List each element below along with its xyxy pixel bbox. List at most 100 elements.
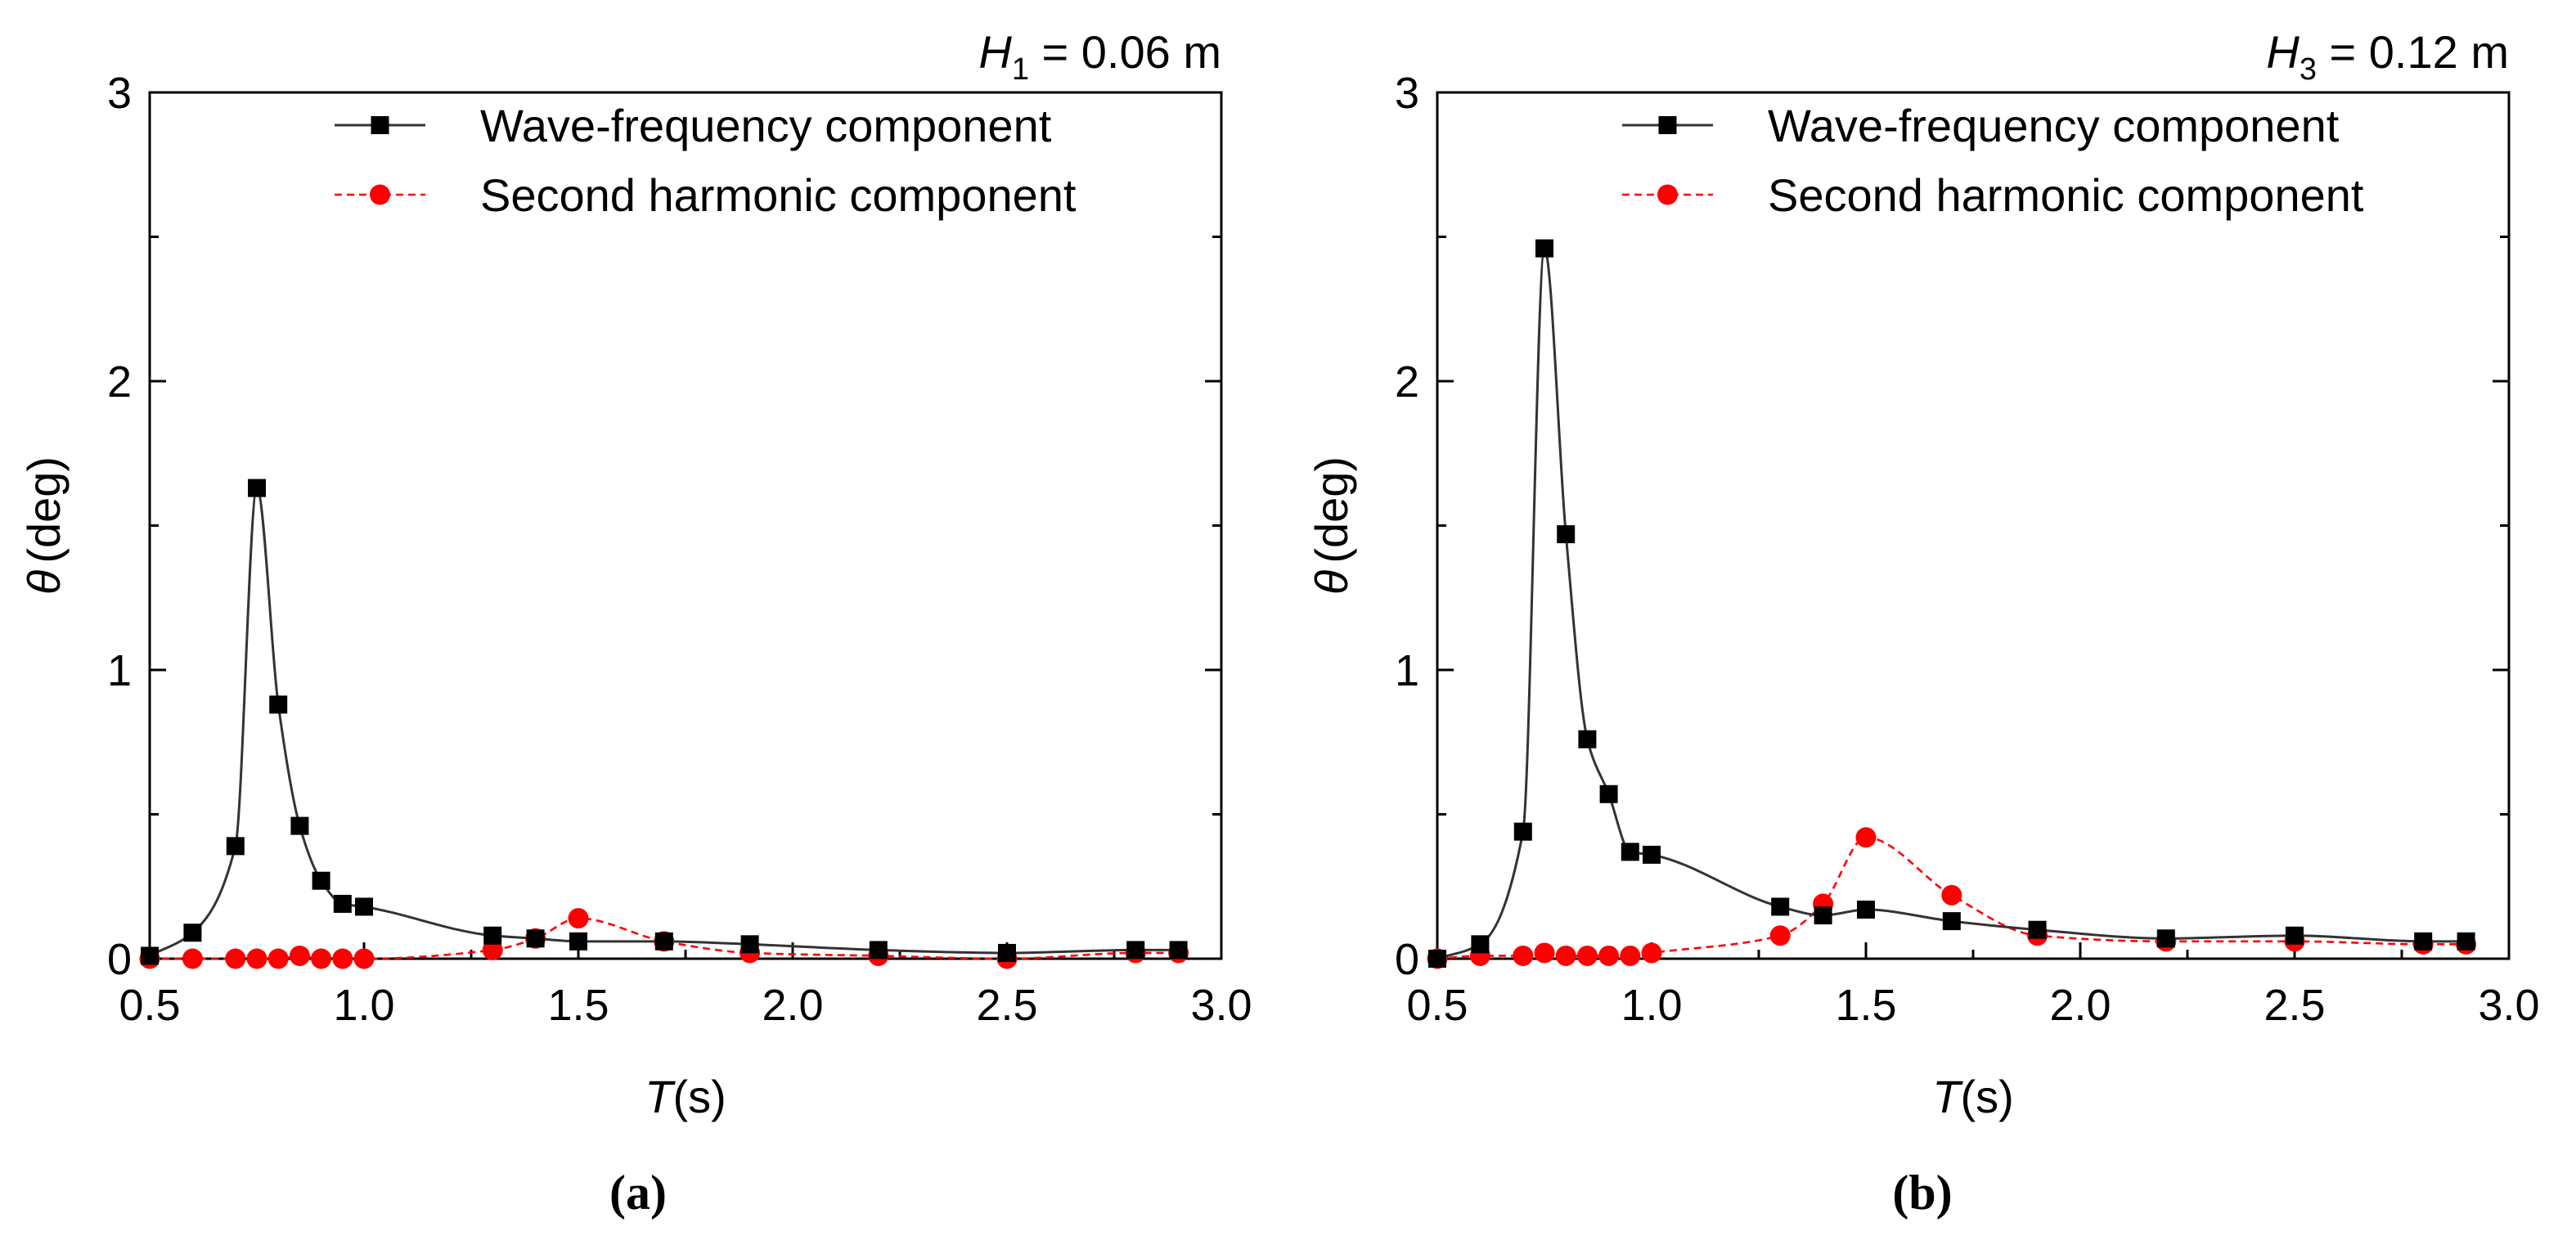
wave-frequency-marker — [1857, 900, 1875, 919]
legend-label: Second harmonic component — [480, 169, 1077, 221]
wave-height-annotation: H1 = 0.06 m — [978, 26, 1221, 87]
second-harmonic-marker — [1513, 945, 1534, 966]
wave-frequency-marker — [1428, 950, 1446, 968]
annotation-value: = 0.12 m — [2317, 26, 2509, 78]
legend-square-marker — [371, 116, 389, 134]
y-axis-label: θ (deg) — [18, 456, 70, 595]
y-tick-label: 1 — [107, 646, 132, 695]
wave-frequency-marker — [1169, 941, 1188, 960]
y-axis-label-unit: (deg) — [18, 456, 70, 564]
y-tick-label: 3 — [107, 69, 132, 118]
x-tick-label: 1.0 — [1621, 981, 1682, 1030]
annotation-subscript: 3 — [2300, 52, 2317, 87]
x-axis-label: T(s) — [645, 1071, 726, 1122]
second-harmonic-marker — [1555, 945, 1576, 966]
x-axis-label-var: T — [645, 1071, 676, 1122]
y-tick-label: 3 — [1395, 69, 1419, 118]
x-axis-label-var: T — [1932, 1071, 1963, 1122]
wave-frequency-marker — [483, 926, 502, 945]
wave-frequency-marker — [526, 929, 545, 948]
legend-item-wave-frequency: Wave-frequency component — [1622, 100, 2340, 151]
y-axis-label-var: θ — [18, 570, 70, 595]
x-tick-label: 2.5 — [2264, 981, 2325, 1030]
wave-frequency-marker — [290, 816, 309, 835]
second-harmonic-marker — [1769, 925, 1791, 946]
wave-frequency-marker — [654, 932, 673, 951]
second-harmonic-marker — [332, 948, 353, 969]
wave-frequency-marker — [1535, 239, 1553, 258]
y-axis-label-unit: (deg) — [1306, 456, 1357, 564]
legend-label: Wave-frequency component — [480, 100, 1052, 151]
x-axis-label: T(s) — [1932, 1071, 2014, 1122]
legend-label: Second harmonic component — [1768, 169, 2364, 221]
series-wave-frequency — [141, 479, 1188, 965]
annotation-subscript: 1 — [1012, 52, 1029, 87]
second-harmonic-marker — [267, 948, 289, 969]
y-axis-label: θ (deg) — [1306, 456, 1357, 595]
x-tick-label: 0.5 — [119, 981, 180, 1030]
panel-caption: (b) — [1892, 1166, 1952, 1220]
legend-square-marker — [1658, 116, 1677, 134]
x-tick-label: 3.0 — [2478, 981, 2539, 1030]
second-harmonic-marker — [568, 908, 589, 929]
second-harmonic-marker — [353, 948, 375, 969]
annotation-var: H — [2266, 26, 2300, 78]
wave-frequency-marker — [1621, 843, 1639, 861]
wave-height-annotation: H3 = 0.12 m — [2266, 26, 2509, 87]
y-tick-label: 0 — [107, 935, 132, 984]
second-harmonic-marker — [1620, 945, 1641, 966]
wave-frequency-marker — [2156, 929, 2175, 948]
legend-item-wave-frequency: Wave-frequency component — [335, 100, 1052, 151]
x-tick-label: 1.5 — [1835, 981, 1896, 1030]
second-harmonic-marker — [1941, 884, 1962, 906]
panel-caption: (a) — [609, 1166, 667, 1220]
wave-frequency-marker — [2286, 926, 2304, 945]
second-harmonic-marker — [289, 945, 310, 966]
second-harmonic-marker — [246, 948, 267, 969]
wave-frequency-line — [1436, 247, 2466, 960]
wave-frequency-marker — [226, 837, 245, 856]
wave-frequency-marker — [1126, 941, 1145, 960]
wave-frequency-marker — [2457, 932, 2475, 951]
wave-frequency-marker — [1557, 525, 1576, 544]
wave-frequency-marker — [740, 935, 759, 954]
wave-frequency-marker — [1599, 784, 1618, 803]
second-harmonic-marker — [311, 948, 332, 969]
plot-frame — [1436, 91, 2511, 960]
wave-frequency-marker — [333, 894, 352, 913]
wave-frequency-line — [149, 487, 1179, 957]
annotation-var: H — [978, 26, 1012, 78]
wave-frequency-marker — [1942, 912, 1961, 931]
x-axis-label-unit: (s) — [672, 1071, 726, 1122]
wave-frequency-marker — [1578, 730, 1597, 748]
x-tick-label: 0.5 — [1406, 981, 1468, 1030]
second-harmonic-marker — [1534, 942, 1555, 964]
legend-item-second-harmonic: Second harmonic component — [1622, 169, 2364, 221]
legend-item-second-harmonic: Second harmonic component — [335, 169, 1077, 221]
x-axis-label-unit: (s) — [1960, 1071, 2013, 1122]
wave-frequency-marker — [312, 871, 330, 890]
x-tick-label: 2.0 — [762, 981, 823, 1030]
wave-frequency-marker — [1643, 845, 1661, 864]
second-harmonic-marker — [1855, 827, 1877, 848]
wave-frequency-marker — [1471, 935, 1490, 954]
y-tick-label: 2 — [1395, 357, 1419, 407]
wave-frequency-marker — [269, 695, 288, 714]
y-tick-label: 2 — [107, 357, 132, 407]
wave-frequency-marker — [998, 943, 1016, 962]
second-harmonic-marker — [225, 948, 246, 969]
wave-frequency-marker — [2028, 920, 2047, 939]
plot-frame — [148, 91, 1223, 960]
legend-circle-marker — [370, 184, 390, 205]
second-harmonic-marker — [482, 939, 503, 960]
annotation-value: = 0.06 m — [1029, 26, 1221, 78]
x-tick-label: 1.0 — [333, 981, 394, 1030]
x-tick-label: 2.0 — [2049, 981, 2111, 1030]
legend-label: Wave-frequency component — [1768, 100, 2340, 151]
wave-frequency-marker — [355, 897, 373, 916]
second-harmonic-marker — [1598, 945, 1620, 966]
x-tick-label: 3.0 — [1190, 981, 1252, 1030]
wave-frequency-marker — [1814, 906, 1832, 925]
